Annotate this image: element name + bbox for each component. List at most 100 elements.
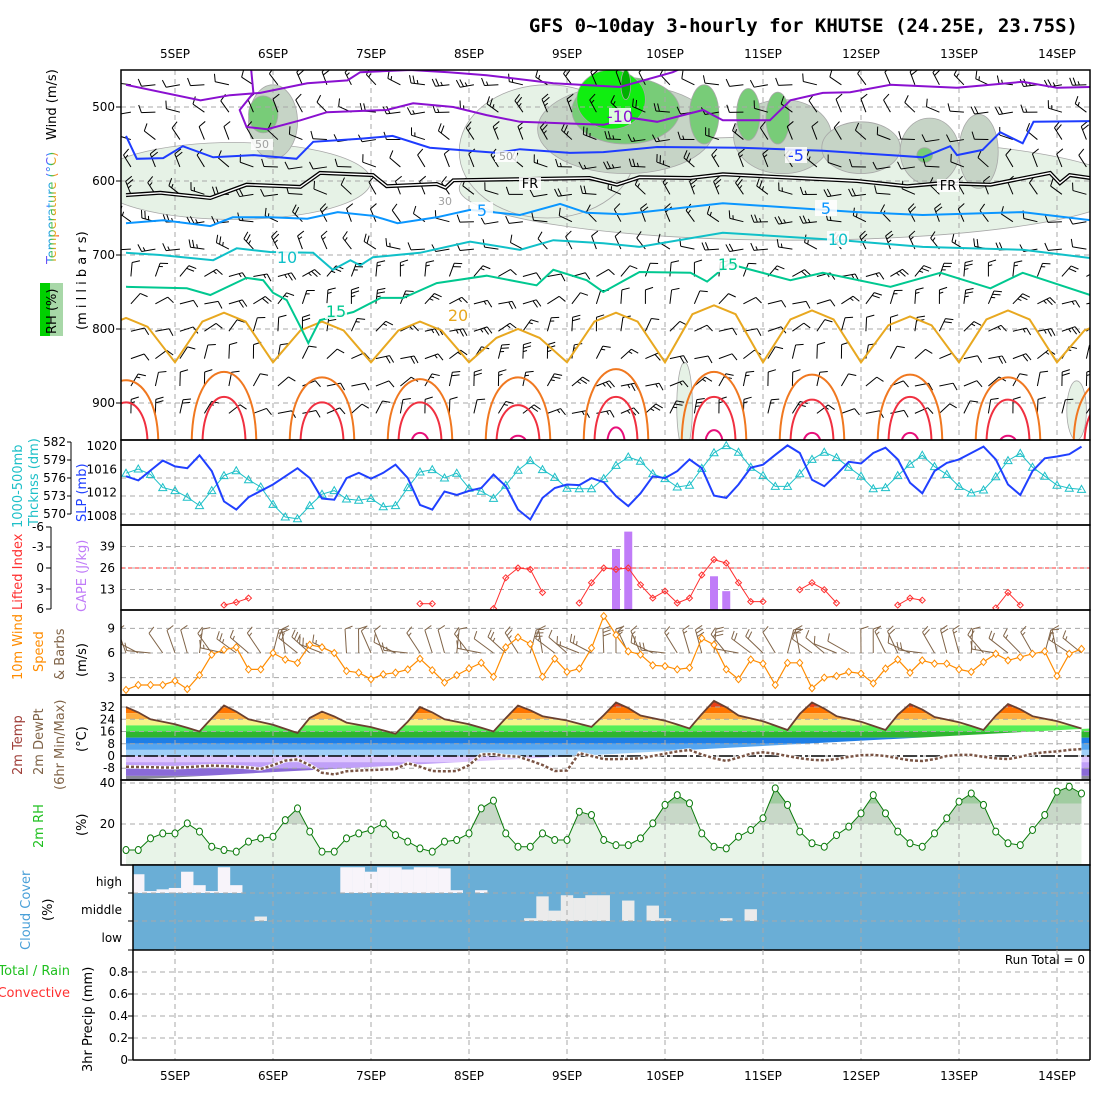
barb-feather	[462, 328, 468, 336]
barb-feather	[486, 96, 491, 105]
thickness-point	[929, 461, 940, 471]
barb-feather	[552, 376, 561, 379]
barb-feather	[807, 218, 811, 223]
wind-speed-point	[391, 668, 400, 677]
barb-feather	[529, 189, 535, 197]
barb-feather	[679, 381, 683, 386]
tick-label: 20	[100, 817, 115, 831]
barb-feather	[1022, 631, 1026, 636]
barb-feather	[215, 323, 223, 329]
barb-feather	[1086, 370, 1090, 373]
wind-barb	[272, 98, 279, 113]
barb-feather	[734, 129, 738, 134]
wind-barb	[865, 272, 880, 277]
barb-feather	[316, 94, 322, 103]
barb-feather	[498, 369, 507, 373]
wind-barb	[239, 193, 254, 198]
tick-label: 800	[92, 322, 115, 336]
wind-barb	[792, 322, 805, 332]
barb-feather	[266, 408, 272, 415]
thickness-point	[133, 463, 144, 473]
wind-barb	[1000, 213, 1014, 223]
wind-barb	[509, 81, 524, 86]
wind-barb	[449, 328, 464, 332]
barb-feather	[909, 206, 917, 213]
top-date-label: 10SEP	[646, 47, 684, 61]
wind-speed-point	[318, 642, 326, 652]
wind-barb	[669, 289, 673, 304]
barb-feather	[516, 96, 523, 104]
barb-feather	[761, 186, 765, 191]
wind-barb	[925, 165, 940, 168]
barb-feather	[459, 329, 464, 337]
barb-feather	[615, 70, 619, 73]
barb-feather	[940, 625, 948, 631]
barb-feather	[241, 299, 248, 307]
barb-feather	[315, 410, 321, 418]
wind-barb	[767, 299, 782, 305]
li-line	[578, 559, 763, 604]
barb-feather	[486, 326, 493, 334]
barb-feather	[932, 237, 936, 242]
wind-barb	[1036, 263, 1043, 277]
wind-barb	[220, 100, 230, 113]
rh-shaded-area	[689, 84, 720, 145]
wind-barb	[876, 166, 891, 170]
barb-feather	[964, 263, 973, 267]
barb-feather	[310, 130, 314, 139]
tick-label: 40	[100, 776, 115, 790]
barb-feather	[823, 189, 829, 197]
barb-feather	[759, 180, 763, 189]
wind-speed-point	[379, 670, 387, 679]
wind-unit-label: (m/s)	[75, 643, 90, 677]
barb-feather	[132, 260, 141, 264]
wind-barb	[707, 213, 720, 223]
bottom-date-label: 5SEP	[160, 1069, 190, 1083]
barb-feather	[827, 633, 830, 642]
barb-feather	[361, 403, 370, 409]
li-point	[649, 594, 657, 602]
barb-feather	[528, 322, 533, 325]
cloud-bar-high	[133, 874, 145, 893]
barb-feather	[1051, 625, 1060, 630]
barb-feather	[127, 184, 132, 189]
thickness-point	[280, 511, 291, 521]
wind-speed-point	[808, 683, 816, 693]
wind-barb	[166, 84, 180, 88]
barb-feather	[575, 641, 578, 646]
barb-feather	[613, 203, 621, 210]
rh-point	[257, 834, 265, 843]
wind-speed-point	[979, 657, 988, 667]
isotherm-30	[789, 398, 835, 440]
wind-speed-point	[1077, 644, 1086, 654]
wind-barb	[737, 153, 744, 168]
barb-feather	[802, 73, 804, 82]
contour-label: 20	[448, 306, 468, 325]
wind-barb	[217, 157, 230, 168]
isotherm-25	[1072, 386, 1090, 440]
barb-feather	[974, 106, 979, 114]
barb-feather	[849, 158, 853, 167]
wind-barb	[350, 318, 358, 332]
wind-speed-point	[122, 685, 130, 695]
wind-barb	[778, 246, 793, 250]
barb-feather	[297, 230, 305, 237]
barb-feather	[358, 625, 367, 630]
barb-feather	[1096, 271, 1099, 274]
wind-barb	[1012, 327, 1027, 332]
li-point	[489, 604, 498, 610]
barb-feather	[508, 301, 513, 310]
tick-label: 1012	[86, 486, 117, 500]
barb-feather	[630, 625, 638, 632]
wind-barb	[296, 71, 303, 86]
barb-feather	[614, 230, 622, 237]
rh-shaded-area	[821, 121, 901, 174]
wind-barb	[814, 643, 837, 654]
barb-feather	[409, 75, 412, 84]
barb-feather	[166, 349, 174, 356]
barb-feather	[1022, 328, 1026, 333]
temp-label-3: (6hr Min/Max)	[53, 700, 68, 790]
barb-feather	[638, 70, 642, 73]
barb-feather	[965, 287, 974, 291]
wind-barb	[963, 400, 971, 414]
